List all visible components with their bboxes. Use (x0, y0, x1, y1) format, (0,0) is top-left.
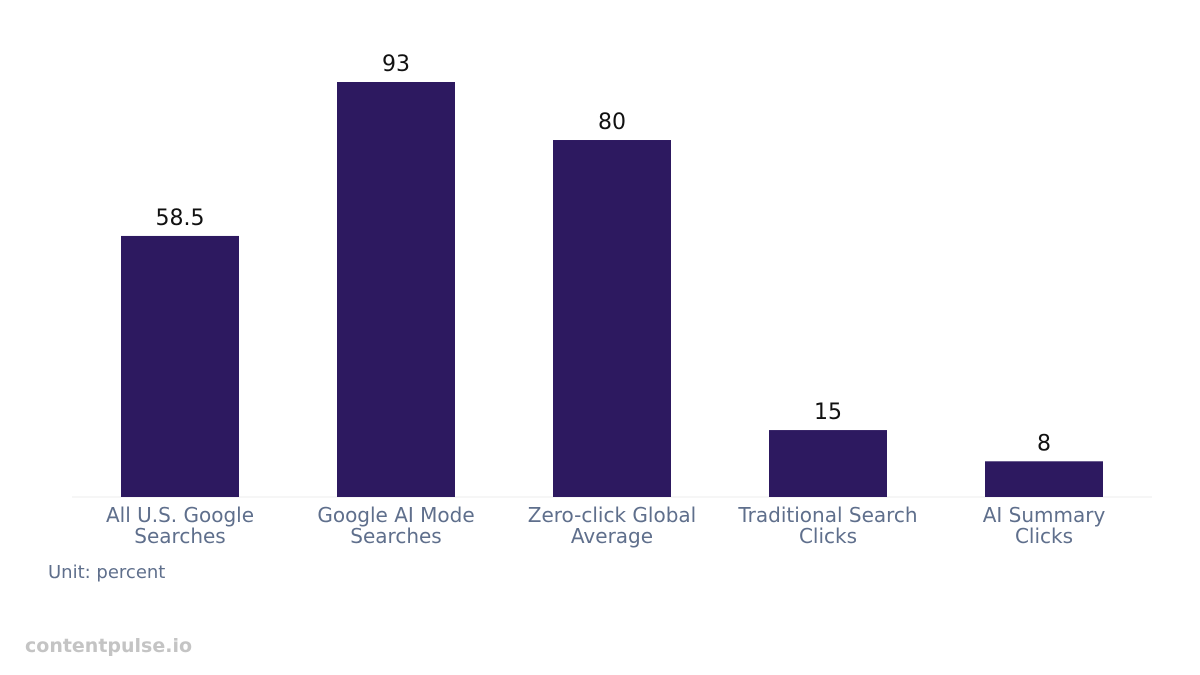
value-label: 80 (598, 110, 626, 135)
bar (553, 140, 671, 498)
x-tick-label: Zero-click Global Average (528, 503, 696, 548)
x-tick-label: Google AI Mode Searches (317, 503, 474, 548)
x-tick-label: All U.S. Google Searches (106, 503, 254, 548)
value-label: 93 (382, 52, 410, 77)
watermark: contentpulse.io (25, 635, 192, 657)
bar (985, 461, 1103, 497)
value-label: 58.5 (156, 206, 205, 231)
value-label: 8 (1037, 431, 1051, 456)
x-tick-label: Traditional Search Clicks (737, 503, 917, 548)
bar (337, 82, 455, 497)
unit-note: Unit: percent (48, 562, 165, 583)
x-tick-label: AI Summary Clicks (983, 503, 1106, 548)
value-label: 15 (814, 400, 842, 425)
bar (121, 235, 239, 498)
bar (769, 430, 887, 497)
